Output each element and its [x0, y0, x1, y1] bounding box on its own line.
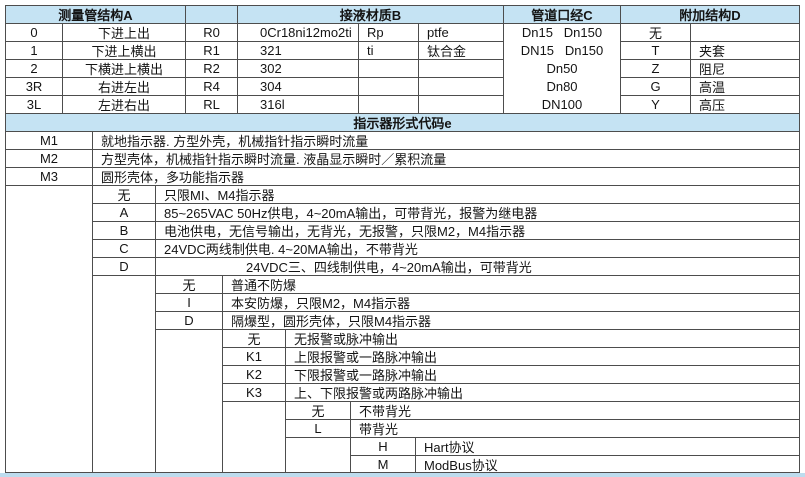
lining-desc: ptfe [419, 24, 504, 42]
alarm-code: K1 [223, 348, 286, 366]
structure-desc: 下进上出 [63, 24, 186, 42]
model-selection-table: 测量管结构A 接液材质B 管道口经C 附加结构D 0 下进上出 R0 0Cr18… [5, 5, 800, 473]
extra-code: Y [621, 96, 691, 114]
header-diameter-c: 管道口经C [504, 6, 621, 24]
protocol-code: M [351, 456, 416, 473]
extra-desc: 阻尼 [691, 60, 800, 78]
extra-code: G [621, 78, 691, 96]
extra-code: T [621, 42, 691, 60]
material-name: 302 [238, 60, 359, 78]
diameter-line: Dn15 Dn150 [521, 24, 603, 40]
alarm-code: K2 [223, 366, 286, 384]
alarm-code: 无 [223, 330, 286, 348]
power-desc: 24VDC两线制供电. 4~20MA输出，不带背光 [156, 240, 800, 258]
structure-code: 3L [6, 96, 63, 114]
header-material-code-col [186, 6, 238, 24]
alarm-desc: 无报警或脉冲输出 [286, 330, 800, 348]
power-code: D [93, 258, 156, 276]
protocol-code: H [351, 438, 416, 456]
extra-desc [691, 24, 800, 42]
explosion-desc: 隔爆型，圆形壳体，只限M4指示器 [223, 312, 800, 330]
structure-code: 2 [6, 60, 63, 78]
lining-desc: 钛合金 [419, 42, 504, 60]
protocol-desc: Hart协议 [416, 438, 800, 456]
structure-desc: 左进右出 [63, 96, 186, 114]
spacer-cell [93, 276, 156, 473]
power-code: 无 [93, 186, 156, 204]
material-code: R4 [186, 78, 238, 96]
indicator-desc: 圆形壳体，多功能指示器 [93, 168, 800, 186]
extra-code: 无 [621, 24, 691, 42]
lining-code: ti [359, 42, 419, 60]
explosion-desc: 普通不防爆 [223, 276, 800, 294]
material-name: 316l [238, 96, 359, 114]
structure-desc: 右进左出 [63, 78, 186, 96]
backlight-code: L [286, 420, 351, 438]
spacer-cell [6, 186, 93, 473]
indicator-band-title: 指示器形式代码e [6, 114, 800, 132]
backlight-desc: 不带背光 [351, 402, 800, 420]
power-desc: 电池供电，无信号输出，无背光，无报警，只限M2，M4指示器 [156, 222, 800, 240]
power-desc: 24VDC三、四线制供电，4~20mA输出，可带背光 [156, 258, 800, 276]
indicator-code: M3 [6, 168, 93, 186]
lining-code [359, 96, 419, 114]
extra-desc: 高温 [691, 78, 800, 96]
power-code: B [93, 222, 156, 240]
header-material-b: 接液材质B [238, 6, 504, 24]
backlight-desc: 带背光 [351, 420, 800, 438]
explosion-desc: 本安防爆，只限M2，M4指示器 [223, 294, 800, 312]
indicator-desc: 方型壳体，机械指针指示瞬时流量. 液晶显示瞬时／累积流量 [93, 150, 800, 168]
indicator-code: M2 [6, 150, 93, 168]
diameter-line: Dn50 [546, 60, 578, 76]
power-desc: 85~265VAC 50Hz供电，4~20mA输出，可带背光，报警为继电器 [156, 204, 800, 222]
material-name: 0Cr18ni12mo2ti [238, 24, 359, 42]
structure-code: 3R [6, 78, 63, 96]
lining-desc [419, 60, 504, 78]
explosion-code: D [156, 312, 223, 330]
structure-code: 1 [6, 42, 63, 60]
lining-code: Rp [359, 24, 419, 42]
spacer-cell [286, 438, 351, 473]
lining-code [359, 60, 419, 78]
indicator-desc: 就地指示器. 方型外壳，机械指针指示瞬时流量 [93, 132, 800, 150]
diameter-line: Dn80 [546, 78, 578, 94]
alarm-code: K3 [223, 384, 286, 402]
power-desc: 只限MI、M4指示器 [156, 186, 800, 204]
diameter-list: Dn15 Dn150 DN15 Dn150 Dn50 Dn80 DN100 [504, 24, 621, 114]
extra-desc: 高压 [691, 96, 800, 114]
material-name: 321 [238, 42, 359, 60]
lining-desc [419, 78, 504, 96]
diameter-line: DN15 Dn150 [520, 42, 604, 58]
backlight-code: 无 [286, 402, 351, 420]
material-code: RL [186, 96, 238, 114]
explosion-code: 无 [156, 276, 223, 294]
structure-code: 0 [6, 24, 63, 42]
protocol-desc: ModBus协议 [416, 456, 800, 473]
alarm-desc: 上限报警或一路脉冲输出 [286, 348, 800, 366]
alarm-desc: 上、下限报警或两路脉冲输出 [286, 384, 800, 402]
diameter-line: DN100 [541, 96, 583, 112]
extra-code: Z [621, 60, 691, 78]
explosion-code: I [156, 294, 223, 312]
structure-desc: 下横进上横出 [63, 60, 186, 78]
header-structure-a: 测量管结构A [6, 6, 186, 24]
material-code: R2 [186, 60, 238, 78]
lining-desc [419, 96, 504, 114]
power-code: A [93, 204, 156, 222]
spacer-cell [156, 330, 223, 473]
material-name: 304 [238, 78, 359, 96]
spacer-cell [223, 402, 286, 473]
structure-desc: 下进上横出 [63, 42, 186, 60]
alarm-desc: 下限报警或一路脉冲输出 [286, 366, 800, 384]
material-code: R0 [186, 24, 238, 42]
lining-code [359, 78, 419, 96]
page-bottom-divider [0, 473, 805, 477]
header-extra-d: 附加结构D [621, 6, 800, 24]
extra-desc: 夹套 [691, 42, 800, 60]
indicator-code: M1 [6, 132, 93, 150]
material-code: R1 [186, 42, 238, 60]
power-code: C [93, 240, 156, 258]
